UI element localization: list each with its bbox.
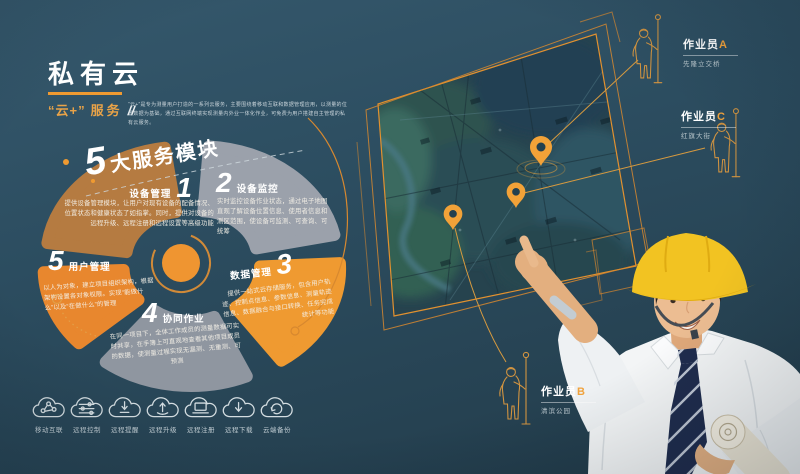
laptop-cloud-icon [184, 397, 217, 418]
module-5-header: 5 用户管理 [48, 247, 111, 275]
tagline-quoted: “云+” [48, 103, 86, 118]
module-3-title: 数据管理 [229, 266, 273, 283]
module-1-desc: 提供设备管理模块，让用户对现有设备的配备情况、位置状态和健康状态了如指掌。同时，… [64, 200, 214, 227]
map-pin-b [443, 204, 463, 230]
service-label: 远程控制 [73, 427, 101, 434]
module-4-title: 协同作业 [162, 314, 205, 325]
worker-b-rule [541, 402, 596, 403]
module-2-title: 设备监控 [236, 184, 279, 195]
service-label: 远程提醒 [111, 427, 139, 434]
up-arrow-cloud-icon [146, 397, 179, 418]
tie [665, 348, 707, 474]
worker-a-location: 先隆立交桥 [683, 61, 721, 68]
map-label-boxes [420, 97, 612, 267]
module-2-header: 2 设备监控 [216, 169, 279, 197]
map-border [377, 33, 637, 317]
map-pin-a [530, 136, 552, 166]
service-cloud-backup: 云端备份 [258, 396, 296, 434]
holding-hand [695, 444, 735, 474]
page-title: 私有云 [48, 59, 145, 89]
worker-c-rule [681, 127, 736, 128]
module-5-title: 用户管理 [68, 262, 111, 273]
service-label: 远程注册 [187, 427, 215, 434]
decorative-lines [51, 117, 348, 337]
service-label: 云端备份 [263, 427, 291, 434]
wrist-watch [549, 295, 577, 320]
engineer-photo [515, 233, 800, 474]
service-remote-register: 远程注册 [182, 396, 220, 434]
sliders-cloud-icon [70, 397, 103, 418]
worker-c-location: 红旗大街 [681, 133, 711, 140]
blueprint-roll [710, 414, 790, 474]
module-5-number: 5 [48, 245, 64, 276]
wedge-data-management [229, 257, 347, 367]
cloud-services-row: 移动互联 远程控制 远程提醒 [30, 396, 296, 434]
network-cloud-icon [32, 397, 65, 418]
worker-c-letter: C [717, 111, 726, 123]
worker-a-letter: A [719, 39, 728, 51]
worker-b-location: 清滨公园 [541, 408, 571, 415]
service-remote-control: 远程控制 [68, 396, 106, 434]
worker-a-name: 作业员 [683, 39, 719, 51]
worker-b-letter: B [577, 386, 586, 398]
tagline-word: 服务 [90, 103, 123, 118]
module-4-header: 4 协同作业 [142, 299, 205, 327]
pin-connector-lines [454, 59, 706, 363]
module-1-number: 1 [176, 172, 192, 203]
service-remote-upgrade: 远程升级 [144, 396, 182, 434]
tagline: “云+” 服务 // [48, 100, 135, 119]
chin-strap [654, 302, 715, 327]
module-2-number: 2 [216, 167, 232, 198]
wedge-user-management [37, 264, 145, 350]
module-4-number: 4 [142, 297, 158, 328]
worker-c-name: 作业员 [681, 111, 717, 123]
hub-ring [151, 233, 211, 293]
service-label: 远程下载 [225, 427, 253, 434]
module-2-desc: 实时监控设备作业状态，通过电子地图直观了解设备位置信息、使用者信息和测区范围，使… [217, 198, 328, 235]
down-arrow-line-cloud-icon [108, 397, 141, 418]
module-1-header: 设备管理 1 [100, 174, 192, 202]
worker-label-c: 作业员C 红旗大街 [681, 108, 736, 140]
service-mobile-internet: 移动互联 [30, 396, 68, 434]
wedge-collaboration [99, 305, 253, 392]
worker-a-rule [683, 55, 738, 56]
sync-cloud-icon [260, 397, 293, 418]
wedge-device-management [41, 141, 182, 259]
service-label: 远程升级 [149, 427, 177, 434]
worker-b-name: 作业员 [541, 386, 577, 398]
river [378, 137, 452, 294]
service-label: 移动互联 [35, 427, 63, 434]
hard-hat [624, 233, 756, 301]
worker-label-b: 作业员B 清滨公园 [541, 383, 596, 415]
hub-circle [162, 244, 200, 282]
service-remote-download: 远程下载 [220, 396, 258, 434]
tagline-slashes: // [127, 103, 135, 118]
module-3-number: 3 [274, 247, 294, 281]
intro-description: “云+”是专为测量用户打造的一系列云服务，主要围绕着移动互联和数据管理应用，以测… [128, 102, 348, 126]
module-1-title: 设备管理 [129, 189, 172, 200]
worker-label-a: 作业员A 先隆立交桥 [683, 36, 738, 68]
map-pin-c [506, 182, 526, 208]
wedge-device-monitoring [197, 140, 341, 255]
down-arrow-cloud-icon [222, 397, 255, 418]
map-roads [378, 39, 631, 311]
service-remote-reminder: 远程提醒 [106, 396, 144, 434]
title-underline [48, 92, 122, 95]
